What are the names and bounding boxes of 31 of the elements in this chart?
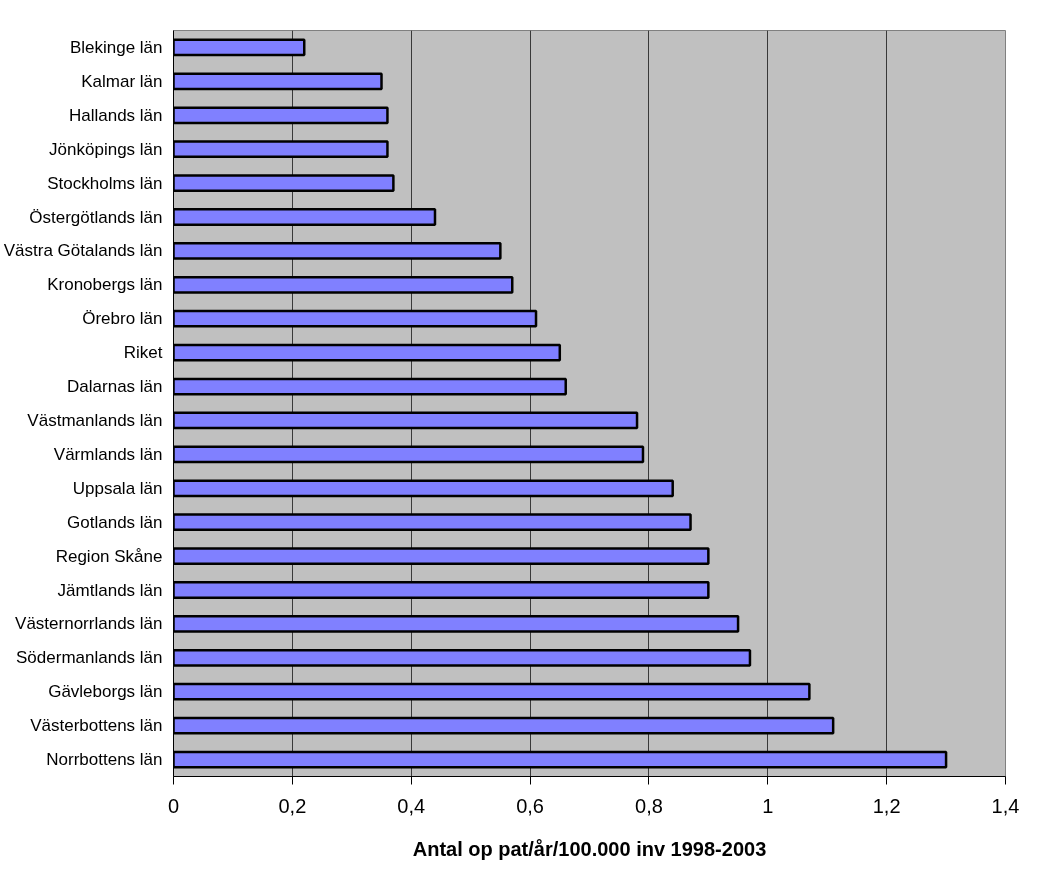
y-tick-label: Hallands län <box>68 105 163 125</box>
x-axis-title: Antal op pat/år/100.000 inv 1998-2003 <box>412 837 767 860</box>
x-tick-label: 0,8 <box>635 794 663 817</box>
y-tick-label: Stockholms län <box>47 173 163 193</box>
y-tick-label: Jönköpings län <box>49 139 163 159</box>
y-tick-label: Kalmar län <box>81 71 163 91</box>
x-tick-label: 1 <box>762 794 774 817</box>
y-tick-label: Kronobergs län <box>47 275 163 295</box>
x-tick-label: 0,2 <box>278 794 307 817</box>
y-tick-label: Västmanlands län <box>27 410 163 430</box>
y-tick-label: Västerbottens län <box>30 716 163 736</box>
y-tick-label: Uppsala län <box>72 478 163 498</box>
y-tick-label: Värmlands län <box>53 444 163 464</box>
y-tick-label: Blekinge län <box>69 37 163 57</box>
x-tick-label: 0 <box>167 794 180 817</box>
y-tick-label: Västernorrlands län <box>15 614 163 634</box>
x-tick-label: 1,4 <box>991 794 1020 817</box>
x-tick-label: 0,6 <box>516 794 544 817</box>
x-tick-label: 1,2 <box>872 794 901 817</box>
y-tick-label: Östergötlands län <box>29 207 163 227</box>
y-tick-label: Region Skåne <box>55 546 163 566</box>
y-tick-label: Dalarnas län <box>67 377 163 397</box>
y-tick-label: Jämtlands län <box>57 580 163 600</box>
y-tick-label: Västra Götalands län <box>3 241 163 261</box>
y-tick-label: Södermanlands län <box>16 648 163 668</box>
y-tick-label: Riket <box>123 343 163 363</box>
y-tick-label: Norrbottens län <box>46 750 163 770</box>
y-tick-label: Örebro län <box>82 309 163 329</box>
y-tick-label: Gotlands län <box>67 512 163 532</box>
y-tick-label: Gävleborgs län <box>48 682 163 702</box>
x-tick-label: 0,4 <box>397 794 426 817</box>
